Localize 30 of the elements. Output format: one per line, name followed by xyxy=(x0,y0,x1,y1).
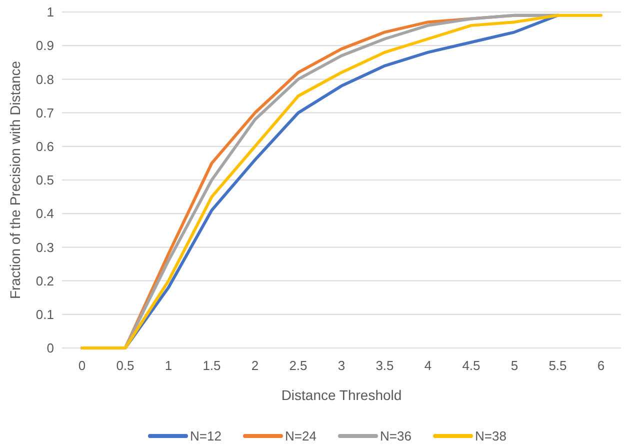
x-tick-label: 6 xyxy=(597,358,605,373)
y-tick-label: 0.6 xyxy=(36,138,54,154)
x-axis-title: Distance Threshold xyxy=(281,387,402,403)
y-tick-label: 0.1 xyxy=(36,306,54,322)
x-tick-label: 3 xyxy=(338,358,346,373)
x-tick-label: 1 xyxy=(164,358,172,373)
y-tick-label: 0 xyxy=(46,340,54,356)
y-tick-label: 0.5 xyxy=(36,172,54,188)
x-tick-label: 2 xyxy=(251,358,259,373)
y-tick-label: 1 xyxy=(46,4,54,20)
y-tick-label: 0.3 xyxy=(36,240,54,255)
legend-label: N=12 xyxy=(190,428,222,444)
y-tick-label: 0.8 xyxy=(36,72,54,87)
x-tick-label: 2.5 xyxy=(289,358,308,373)
y-tick-label: 0.7 xyxy=(36,105,54,120)
x-tick-label: 3.5 xyxy=(376,358,394,373)
x-tick-label: 4 xyxy=(424,358,432,373)
x-tick-label: 0 xyxy=(78,358,86,373)
x-tick-label: 5.5 xyxy=(548,358,567,373)
x-tick-label: 5 xyxy=(510,358,518,373)
legend-label: N=36 xyxy=(380,428,412,444)
x-tick-label: 0.5 xyxy=(116,358,134,373)
legend-label: N=38 xyxy=(475,428,506,444)
legend-label: N=24 xyxy=(285,428,316,444)
y-tick-label: 0.2 xyxy=(36,273,54,288)
x-tick-label: 4.5 xyxy=(462,358,480,373)
y-axis-title: Fraction of the Precision with Distance xyxy=(7,60,23,300)
x-tick-label: 1.5 xyxy=(202,358,221,373)
y-tick-label: 0.9 xyxy=(36,38,54,54)
y-tick-label: 0.4 xyxy=(36,206,54,222)
